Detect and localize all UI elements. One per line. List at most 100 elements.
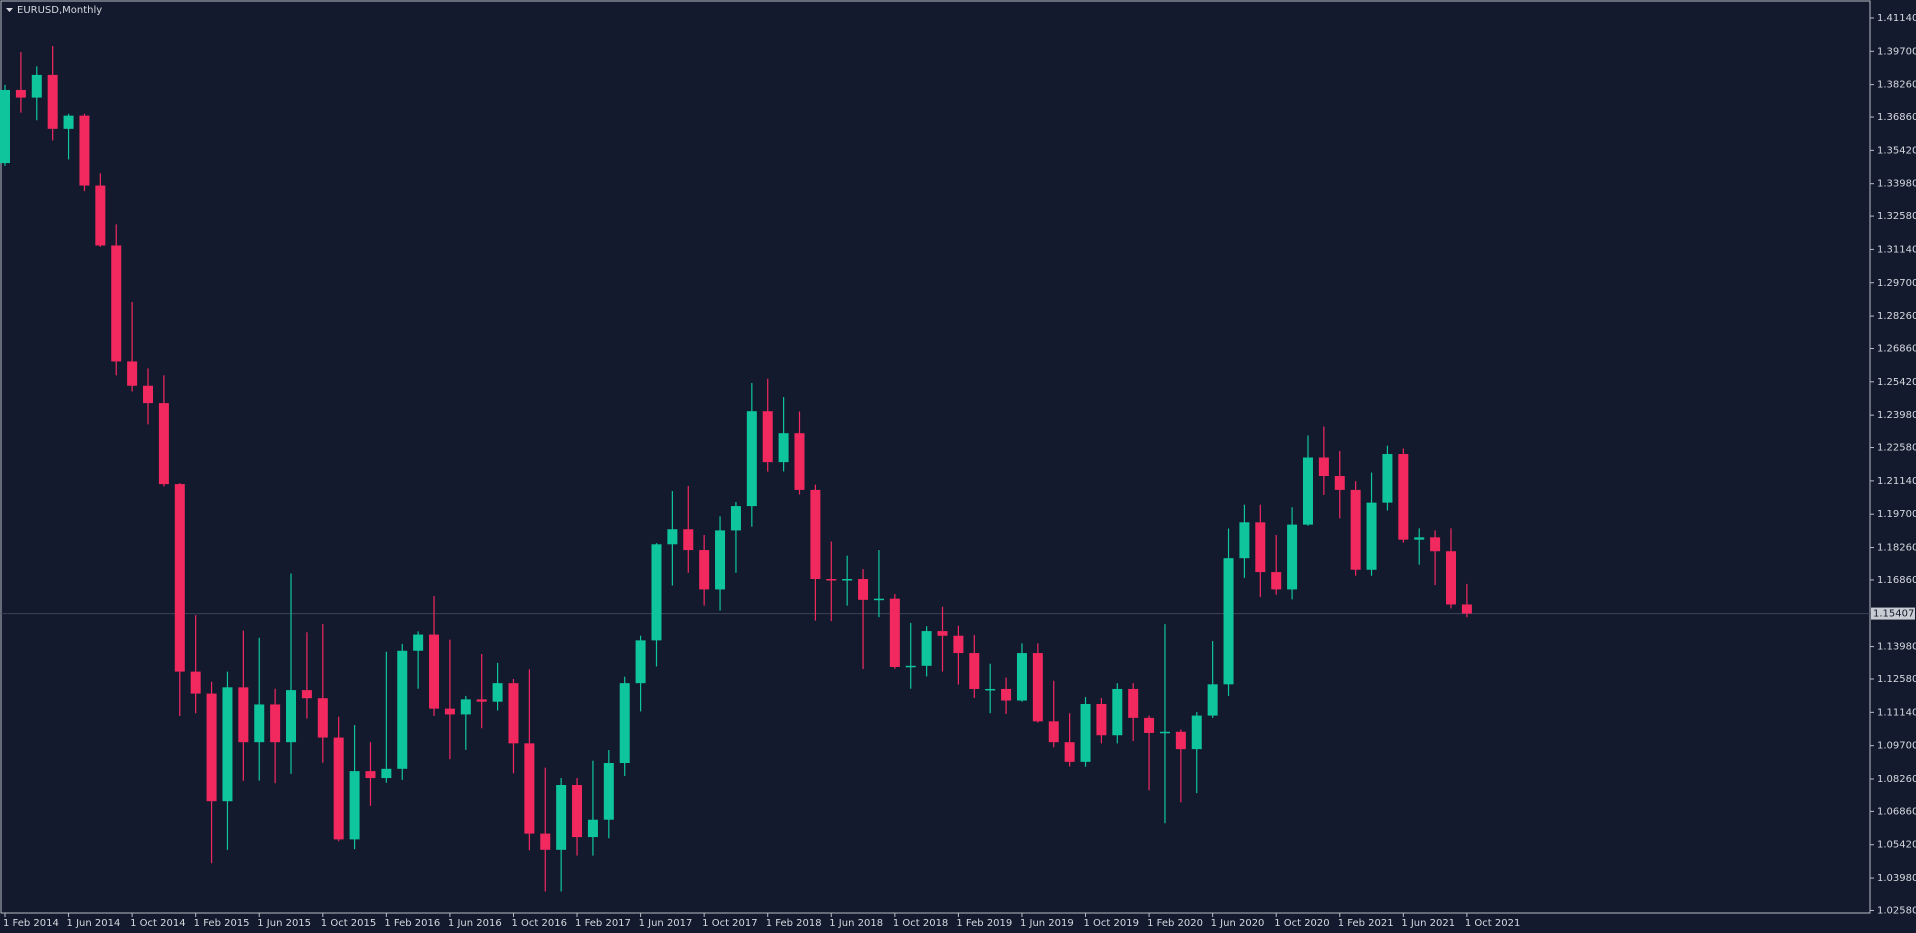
last-price-label: 1.15407 xyxy=(1873,609,1914,620)
candle-body xyxy=(762,411,773,463)
candle-body xyxy=(127,361,138,386)
x-tick-label: 1 Jun 2018 xyxy=(829,918,883,929)
candle-body xyxy=(286,690,297,743)
candle-body xyxy=(1064,742,1075,762)
x-tick-label: 1 Jun 2019 xyxy=(1020,918,1074,929)
candle-body xyxy=(508,683,519,744)
y-tick-label: 1.18260 xyxy=(1877,543,1916,554)
candle-body xyxy=(413,634,424,651)
title-arrow[interactable] xyxy=(6,8,13,12)
y-tick-label: 1.09700 xyxy=(1877,741,1916,752)
y-tick-label: 1.32580 xyxy=(1877,211,1916,222)
candle-body xyxy=(143,385,154,404)
y-tick-label: 1.05420 xyxy=(1877,840,1916,851)
x-tick-label: 1 Jun 2017 xyxy=(639,918,693,929)
candle-body xyxy=(540,833,551,850)
y-tick-label: 1.02580 xyxy=(1877,905,1916,916)
candle-body xyxy=(47,74,58,129)
candle-body xyxy=(206,693,217,802)
y-tick-label: 1.19700 xyxy=(1877,509,1916,520)
candle-body xyxy=(969,653,980,689)
y-tick-label: 1.12580 xyxy=(1877,674,1916,685)
candle-body xyxy=(158,403,169,485)
candle-body xyxy=(1461,604,1472,614)
candle-body xyxy=(667,529,678,545)
plot-frame xyxy=(0,0,1871,914)
y-tick-label: 1.31140 xyxy=(1877,244,1916,255)
y-tick-label: 1.26860 xyxy=(1877,343,1916,354)
candle-body xyxy=(1398,454,1409,540)
candle-body xyxy=(651,544,662,641)
candle-body xyxy=(1382,454,1393,503)
candle-body xyxy=(1175,731,1186,750)
candle-body xyxy=(1271,572,1282,590)
x-tick-label: 1 Oct 2020 xyxy=(1274,918,1329,929)
candle-body xyxy=(174,484,185,672)
y-tick-label: 1.16860 xyxy=(1877,575,1916,586)
x-tick-label: 1 Jun 2014 xyxy=(67,918,121,929)
candle-body xyxy=(1096,703,1107,736)
candle-body xyxy=(1207,684,1218,716)
candle-body xyxy=(31,74,42,98)
candle-body xyxy=(254,704,265,743)
last-price-tag xyxy=(1871,607,1915,620)
candle-body xyxy=(635,640,646,684)
x-tick-label: 1 Oct 2018 xyxy=(893,918,948,929)
y-tick-label: 1.11140 xyxy=(1877,707,1916,718)
candle-body xyxy=(699,550,710,590)
y-tick-label: 1.22580 xyxy=(1877,443,1916,454)
candle-body xyxy=(63,115,74,129)
candle-body xyxy=(1001,688,1012,701)
candle-body xyxy=(476,699,487,702)
candle-body xyxy=(858,579,869,600)
x-tick-label: 1 Feb 2014 xyxy=(3,918,59,929)
candle-body xyxy=(317,698,328,738)
x-tick-label: 1 Oct 2017 xyxy=(702,918,757,929)
candle-body xyxy=(333,737,344,840)
candle-body xyxy=(985,688,996,691)
candle-body xyxy=(1144,717,1155,733)
candle-body xyxy=(95,185,106,246)
candle-body xyxy=(587,819,598,838)
x-tick-label: 1 Feb 2019 xyxy=(956,918,1012,929)
y-tick-label: 1.38260 xyxy=(1877,80,1916,91)
candle-body xyxy=(572,785,583,838)
candle-body xyxy=(365,771,376,779)
candle-body xyxy=(778,433,789,463)
candle-body xyxy=(492,683,503,702)
x-tick-label: 1 Feb 2016 xyxy=(384,918,440,929)
candle-body xyxy=(905,665,916,668)
candle-body xyxy=(842,579,853,581)
x-tick-label: 1 Jun 2020 xyxy=(1211,918,1265,929)
y-tick-label: 1.36860 xyxy=(1877,112,1916,123)
candle-body xyxy=(810,489,821,580)
y-tick-label: 1.28260 xyxy=(1877,311,1916,322)
x-tick-label: 1 Feb 2017 xyxy=(575,918,631,929)
candle-body xyxy=(921,631,932,666)
candle-body xyxy=(381,768,392,779)
candle-body xyxy=(730,506,741,531)
y-tick-label: 1.35420 xyxy=(1877,145,1916,156)
y-tick-label: 1.23980 xyxy=(1877,410,1916,421)
candle-body xyxy=(460,699,471,715)
y-tick-label: 1.33980 xyxy=(1877,179,1916,190)
candle-body xyxy=(1159,731,1170,734)
candle-body xyxy=(746,411,757,507)
candle-body xyxy=(1112,688,1123,736)
candle-body xyxy=(826,579,837,581)
candle-body xyxy=(619,683,630,764)
candle-body xyxy=(524,743,535,834)
x-tick-label: 1 Feb 2015 xyxy=(194,918,250,929)
candle-body xyxy=(1414,537,1425,540)
candle-body xyxy=(953,635,964,654)
candle-body xyxy=(1032,653,1043,722)
candle-body xyxy=(1318,457,1329,477)
candle-body xyxy=(873,598,884,601)
x-tick-label: 1 Oct 2019 xyxy=(1084,918,1139,929)
candle-body xyxy=(603,763,614,820)
x-tick-label: 1 Feb 2021 xyxy=(1338,918,1394,929)
x-tick-label: 1 Oct 2016 xyxy=(511,918,566,929)
candle-body xyxy=(1191,715,1202,750)
